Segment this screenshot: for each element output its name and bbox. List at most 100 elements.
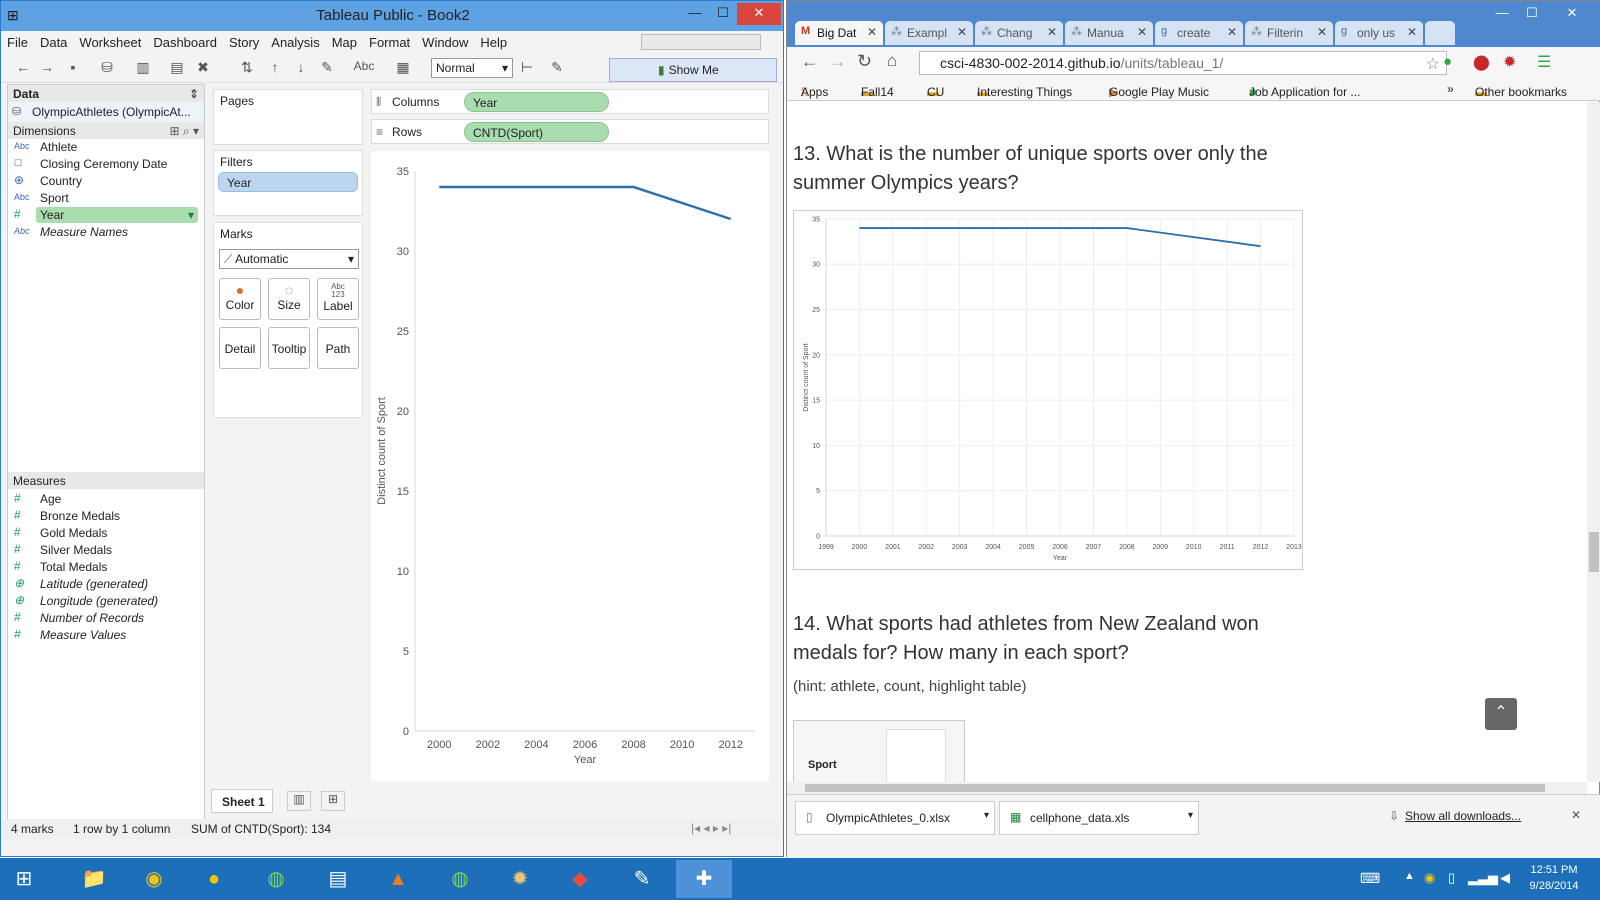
menu-help[interactable]: Help xyxy=(480,35,508,50)
menu-window[interactable]: Window xyxy=(422,35,469,50)
tab-big-data[interactable]: M Big Dat ✕ xyxy=(795,21,883,45)
field-total-medals[interactable]: # Total Medals xyxy=(8,559,204,576)
color-button[interactable]: ● Color xyxy=(219,278,261,320)
chrome-minimize-button[interactable]: — xyxy=(1495,5,1509,20)
start-button[interactable]: ⊞ xyxy=(15,868,33,890)
close-icon[interactable]: ✕ xyxy=(1046,25,1057,39)
size-button[interactable]: ◌ Size xyxy=(268,278,310,320)
tray-chrome-icon[interactable]: ◉ xyxy=(1424,870,1436,885)
menu-analysis[interactable]: Analysis xyxy=(271,35,320,50)
extension-gear-icon[interactable]: ✹ xyxy=(1503,54,1517,71)
winrar-icon[interactable]: ▤ xyxy=(328,868,348,890)
extension-icon[interactable]: ● xyxy=(1443,53,1453,70)
field-closing-ceremony-date[interactable]: ☐ Closing Ceremony Date xyxy=(8,156,204,173)
pages-shelf[interactable]: Pages xyxy=(213,89,363,145)
horizontal-scrollbar[interactable] xyxy=(787,782,1587,794)
close-icon[interactable]: ✕ xyxy=(1226,25,1237,39)
fit-select[interactable]: Normal ▾ xyxy=(431,58,513,78)
filters-shelf[interactable]: Filters Year xyxy=(213,150,363,216)
data-source-item[interactable]: ⛁ OlympicAthletes (OlympicAt... xyxy=(8,102,204,122)
tab-change[interactable]: ⁂ Chang ✕ xyxy=(975,21,1063,45)
dropdown-icon[interactable]: ▾ xyxy=(187,208,194,222)
detail-button[interactable]: Detail xyxy=(219,327,261,369)
close-icon[interactable]: ✕ xyxy=(1316,25,1327,39)
show-all-downloads-link[interactable]: Show all downloads... xyxy=(1405,809,1522,823)
field-latitude[interactable]: ⊕ Latitude (generated) xyxy=(8,576,204,593)
new-tab-button[interactable] xyxy=(1425,21,1455,45)
rows-shelf[interactable]: ≡ Rows CNTD(Sport) xyxy=(371,119,769,144)
git-icon[interactable]: ◆ xyxy=(572,868,588,890)
menu-data[interactable]: Data xyxy=(39,35,68,50)
close-button[interactable]: ✕ xyxy=(737,3,781,25)
menu-story[interactable]: Story xyxy=(228,35,260,50)
new-worksheet-icon[interactable]: ▥ xyxy=(287,791,311,811)
datasource-icon[interactable]: ⛁ xyxy=(101,59,113,75)
reload-icon[interactable]: ↻ xyxy=(857,51,873,71)
forward-icon[interactable]: → xyxy=(829,52,846,71)
spotify-2-icon[interactable]: ◍ xyxy=(451,868,469,890)
tableau-view[interactable]: 0 5 10 15 20 25 30 35 2000 2002 2004 2006 2008 2010 20… xyxy=(371,151,769,781)
battery-icon[interactable]: ▯ xyxy=(1448,870,1456,885)
tab-only-us[interactable]: g only us ✕ xyxy=(1335,21,1423,45)
new-sheet-icon[interactable]: ▥ xyxy=(136,59,150,75)
tooltip-button[interactable]: Tooltip xyxy=(268,327,310,369)
view-toggle-group[interactable] xyxy=(641,34,761,50)
field-measure-names[interactable]: Abc Measure Names xyxy=(8,224,204,241)
menu-file[interactable]: File xyxy=(7,35,28,50)
menu-worksheet[interactable]: Worksheet xyxy=(79,35,142,50)
duplicate-icon[interactable]: ▤ xyxy=(170,59,184,75)
fit-icon[interactable]: ▦ xyxy=(396,59,410,75)
vertical-scrollbar[interactable] xyxy=(1587,102,1600,782)
minimize-button[interactable]: — xyxy=(688,5,702,20)
home-icon[interactable]: ⌂ xyxy=(887,51,898,70)
tab-example[interactable]: ⁂ Exampl ✕ xyxy=(885,21,973,45)
tray-arrow-icon[interactable]: ▲ xyxy=(1404,870,1415,882)
chevron-down-icon[interactable]: ▾ xyxy=(1188,810,1194,821)
sheet-tab-1[interactable]: Sheet 1 xyxy=(211,789,273,813)
field-bronze-medals[interactable]: # Bronze Medals xyxy=(8,508,204,525)
field-measure-values[interactable]: # Measure Values xyxy=(8,627,204,644)
paint-icon[interactable]: ✎ xyxy=(633,868,651,890)
spotify-icon[interactable]: ◍ xyxy=(267,868,285,890)
columns-shelf[interactable]: ⦀ Columns Year xyxy=(371,89,769,114)
download-item-1[interactable]: ▯ OlympicAthletes_0.xlsx ▾ xyxy=(795,801,995,835)
adblock-icon[interactable]: ⬤ xyxy=(1473,54,1490,71)
menu-icon[interactable]: ☰ xyxy=(1537,54,1552,71)
close-downloads-icon[interactable]: ✕ xyxy=(1571,808,1582,822)
rows-pill-cntd-sport[interactable]: CNTD(Sport) xyxy=(464,122,609,142)
labels-toggle[interactable]: Abc xyxy=(353,59,375,73)
menu-dashboard[interactable]: Dashboard xyxy=(153,35,217,50)
sort-desc-icon[interactable]: ↓ xyxy=(297,59,305,75)
matlab-icon[interactable]: ▲ xyxy=(388,868,408,890)
close-icon[interactable]: ✕ xyxy=(866,25,877,39)
field-country[interactable]: ⊕ Country xyxy=(8,173,204,190)
chrome-maximize-button[interactable]: ☐ xyxy=(1526,5,1538,20)
tab-manual[interactable]: ⁂ Manua ✕ xyxy=(1065,21,1153,45)
tab-filtering[interactable]: ⁂ Filterin ✕ xyxy=(1245,21,1333,45)
tableau-taskbar-icon[interactable]: ✚ xyxy=(676,860,732,898)
field-longitude[interactable]: ⊕ Longitude (generated) xyxy=(8,593,204,610)
forward-icon[interactable]: → xyxy=(40,59,54,75)
back-icon[interactable]: ← xyxy=(16,59,30,75)
field-year[interactable]: # Year ▾ xyxy=(8,207,204,224)
address-bar[interactable]: csci-4830-002-2014.github.io/units/table… xyxy=(919,51,1447,75)
menu-format[interactable]: Format xyxy=(369,35,411,50)
volume-icon[interactable]: ◀ xyxy=(1500,870,1510,885)
scroll-thumb[interactable] xyxy=(1589,532,1599,572)
field-age[interactable]: # Age xyxy=(8,491,204,508)
signal-icon[interactable]: ▂▃▅ xyxy=(1468,870,1498,885)
java-ide-icon[interactable]: ✹ xyxy=(511,868,529,890)
label-button[interactable]: Abc 123 Label xyxy=(317,278,359,320)
field-sport[interactable]: Abc Sport xyxy=(8,190,204,207)
bookmark-overflow[interactable]: » xyxy=(1447,82,1454,96)
field-silver-medals[interactable]: # Silver Medals xyxy=(8,542,204,559)
columns-pill-year[interactable]: Year xyxy=(464,92,609,112)
maximize-button[interactable]: ☐ xyxy=(717,5,729,20)
new-dashboard-icon[interactable]: ⊞ xyxy=(321,791,345,811)
sheet-nav-icons[interactable]: |◂ ◂ ▸ ▸| xyxy=(691,821,732,835)
pen-icon[interactable]: ✎ xyxy=(551,59,563,75)
collapse-icon[interactable]: ⇕ xyxy=(188,87,199,101)
field-gold-medals[interactable]: # Gold Medals xyxy=(8,525,204,542)
back-icon[interactable]: ← xyxy=(801,52,818,71)
scroll-top-button[interactable]: ⌃ xyxy=(1485,698,1517,730)
